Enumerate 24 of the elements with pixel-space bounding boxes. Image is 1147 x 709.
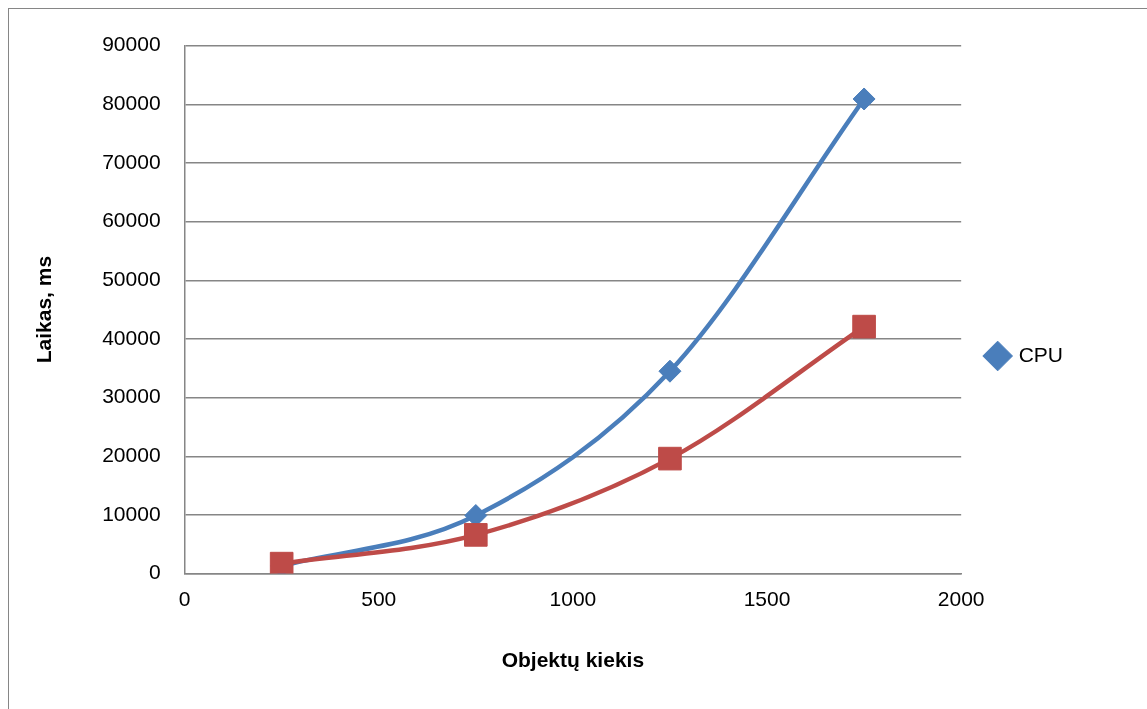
y-tick-label: 50000 xyxy=(102,267,161,291)
x-axis-title: Objektų kiekis xyxy=(501,648,645,672)
y-tick-label: 70000 xyxy=(102,149,161,173)
y-tick-label: 20000 xyxy=(102,443,161,467)
y-tick-label: 0 xyxy=(148,560,161,584)
x-tick-label: 1500 xyxy=(743,587,791,610)
y-tick-label: 30000 xyxy=(102,384,161,408)
legend-label: CPU xyxy=(1018,342,1064,366)
y-tick-label: 40000 xyxy=(102,325,161,349)
x-tick-label: 2000 xyxy=(937,587,985,610)
y-tick-label: 80000 xyxy=(102,91,161,115)
point xyxy=(852,314,876,339)
point xyxy=(658,446,682,471)
point xyxy=(658,359,682,383)
x-tick-label: 0 xyxy=(178,587,191,610)
y-tick-label: 10000 xyxy=(102,501,161,525)
y-tick-label: 60000 xyxy=(102,208,161,232)
y-tick-label: 90000 xyxy=(102,32,161,56)
point xyxy=(852,87,876,111)
y-axis-title: Laikas, ms xyxy=(32,255,56,364)
x-tick-label: 500 xyxy=(361,587,397,610)
chart-frame: Objektų kiekis Laikas, ms CPU 0 500 1000 1500 2000 0 10000 20000 30000 40000 50000 60000 70000 80000 90000 xyxy=(8,8,1147,709)
x-tick-label: 1000 xyxy=(549,587,597,610)
point xyxy=(464,523,488,547)
